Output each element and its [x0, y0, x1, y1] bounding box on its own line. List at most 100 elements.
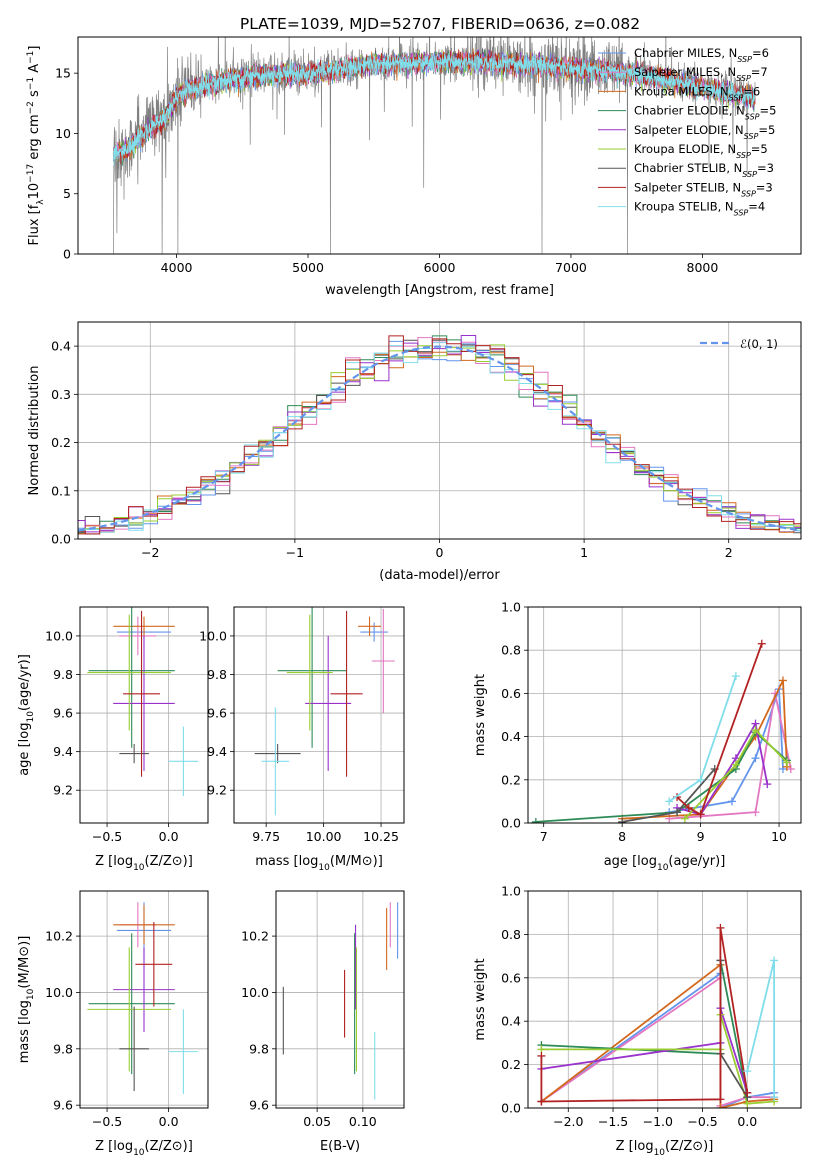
y-tick-label: 9.2: [207, 783, 227, 798]
weight-series-line: [669, 693, 792, 820]
y-tick-label: 9.4: [207, 744, 227, 759]
weight-series-line: [535, 730, 788, 823]
legend-entry: Chabrier MILES, NSSP=6: [634, 46, 769, 64]
x-tick-label: 0.0: [159, 1114, 179, 1129]
y-tick-label: 0.0: [51, 532, 71, 547]
errorbar-point: [168, 1009, 199, 1094]
weight-series-line: [540, 962, 775, 1108]
histogram-steps: [78, 335, 801, 535]
legend-entry: Chabrier STELIB, NSSP=3: [634, 161, 774, 179]
age-vs-metallicity-panel: −0.5 0.0 9.2 9.4 9.6 9.8 10.0 Z [log10(Z/Z⊙)] ag…: [17, 606, 209, 873]
weight-marker: [743, 1088, 752, 1097]
errorbar-point: [135, 922, 173, 1007]
x-tick-label: 2: [725, 545, 733, 560]
x-tick-label: 8: [618, 829, 626, 844]
weight-marker: [531, 817, 540, 823]
histogram-series: [78, 335, 801, 535]
y-tick-label: 10.0: [199, 628, 227, 643]
weight-vs-z-grid: [528, 890, 801, 1109]
x-tick-label: −1: [286, 545, 304, 560]
age-vs-mass-frame: [233, 606, 405, 824]
age-vs-mass-panel: 9.75 10.00 10.25 9.2 9.4 9.6 9.8 10.0 mass [log1…: [199, 606, 405, 873]
x-axis-label: wavelength [Angstrom, rest frame]: [325, 283, 554, 298]
y-tick-label: 0.0: [501, 816, 521, 831]
x-tick-label: 9.75: [252, 829, 280, 844]
y-tick-label: 1.0: [501, 600, 521, 615]
y-tick-label: 10.0: [45, 985, 73, 1000]
legend-entry: Kroupa MILES, NSSP=6: [634, 84, 760, 102]
x-tick-label: 0: [436, 545, 444, 560]
x-tick-label: 9: [697, 829, 705, 844]
age-vs-z-frame: [79, 606, 209, 824]
residuals-ticks: −2 −1 0 1 2 0.0 0.1 0.2 0.3 0.4: [51, 339, 733, 560]
x-tick-label: −2.0: [553, 1114, 583, 1129]
y-tick-label: 0: [63, 247, 71, 262]
weight-marker: [757, 639, 766, 648]
x-tick-label: 7: [540, 829, 548, 844]
y-tick-label: 9.4: [53, 744, 73, 759]
spectrum-models: [113, 48, 756, 166]
legend-entry: Kroupa STELIB, NSSP=4: [634, 200, 765, 218]
y-tick-label: 9.2: [53, 783, 73, 798]
y-tick-label: 0.2: [501, 772, 521, 787]
weight-vs-age-panel: 7 8 9 10 0.0 0.2 0.4 0.6 0.8 1.0 age [log10(age/yr…: [473, 600, 802, 873]
residuals-panel: −2 −1 0 1 2 0.0 0.1 0.2 0.3 0.4 (data-model)/error…: [27, 321, 802, 583]
weight-series-line: [746, 960, 775, 1098]
weight-marker: [770, 1093, 779, 1102]
y-tick-label: 0.8: [501, 643, 521, 658]
weight-vs-z-lines: [537, 923, 779, 1108]
y-axis-label: age [log10(age/yr)]: [17, 654, 36, 776]
y-tick-label: 1.0: [501, 884, 521, 899]
y-axis-label: mass weight: [473, 674, 488, 756]
y-tick-label: 9.8: [207, 667, 227, 682]
x-tick-label: 4000: [161, 260, 193, 275]
legend-entry: Salpeter STELIB, NSSP=3: [634, 180, 773, 198]
x-tick-label: 8000: [687, 260, 719, 275]
spectrum-panel: 4000 5000 6000 7000 8000 0 5 10 15 wavelength [An…: [26, 36, 802, 298]
weight-vs-age-frame: [527, 606, 802, 824]
errorbar-point: [88, 607, 175, 748]
legend-entry: Salpeter ELODIE, NSSP=5: [634, 123, 775, 141]
spectrum-ticks: 4000 5000 6000 7000 8000 0 5 10 15: [55, 66, 718, 275]
x-tick-label: 7000: [555, 260, 587, 275]
mass-vs-z-frame: [79, 890, 209, 1109]
errorbar-point: [371, 608, 395, 714]
weight-vs-z-ticks: −2.0 −1.5 −1.0 −0.5 0.0 0.0 0.2 0.4 0.6 0.8 1.0: [501, 884, 757, 1130]
weight-marker: [673, 808, 682, 817]
mass-vs-ebv-grid: [276, 891, 404, 1108]
y-tick-label: 0.3: [51, 387, 71, 402]
errorbar-point: [87, 614, 172, 731]
x-tick-label: 6000: [424, 260, 456, 275]
weight-marker: [727, 797, 736, 806]
histogram-legend: ℰ(0, 1): [700, 337, 778, 351]
legend-entry: Salpeter MILES, NSSP=7: [634, 65, 768, 83]
errorbar-point: [305, 635, 352, 771]
weight-marker: [716, 1104, 725, 1108]
weight-marker: [684, 803, 693, 812]
x-tick-label: 1: [580, 545, 588, 560]
weight-marker: [778, 676, 787, 685]
weight-marker: [763, 780, 772, 789]
errorbar-point: [119, 616, 157, 656]
errorbar-point: [286, 614, 333, 731]
y-tick-label: 9.6: [53, 1098, 73, 1113]
weight-vs-age-ticks: 7 8 9 10 0.0 0.2 0.4 0.6 0.8 1.0: [501, 600, 787, 845]
x-tick-label: 10.00: [306, 829, 342, 844]
x-tick-label: 10.25: [363, 829, 399, 844]
weight-marker: [665, 797, 674, 806]
weight-vs-age-grid: [528, 606, 801, 824]
y-tick-label: 0.4: [501, 1014, 521, 1029]
x-axis-label: mass [log10(M/M⊙)]: [255, 854, 383, 873]
x-axis-label: age [log10(age/yr)]: [604, 854, 726, 873]
residuals-frame: [77, 321, 802, 540]
weight-series-line: [676, 643, 763, 816]
weight-marker: [716, 1095, 725, 1104]
weight-marker: [782, 758, 791, 767]
y-tick-label: 0.8: [501, 927, 521, 942]
weight-series-line: [540, 927, 749, 1103]
x-axis-label: E(B-V): [320, 1139, 360, 1154]
weight-marker: [743, 1067, 752, 1076]
legend-entry: Chabrier ELODIE, NSSP=5: [634, 104, 776, 122]
weight-marker: [751, 754, 760, 763]
